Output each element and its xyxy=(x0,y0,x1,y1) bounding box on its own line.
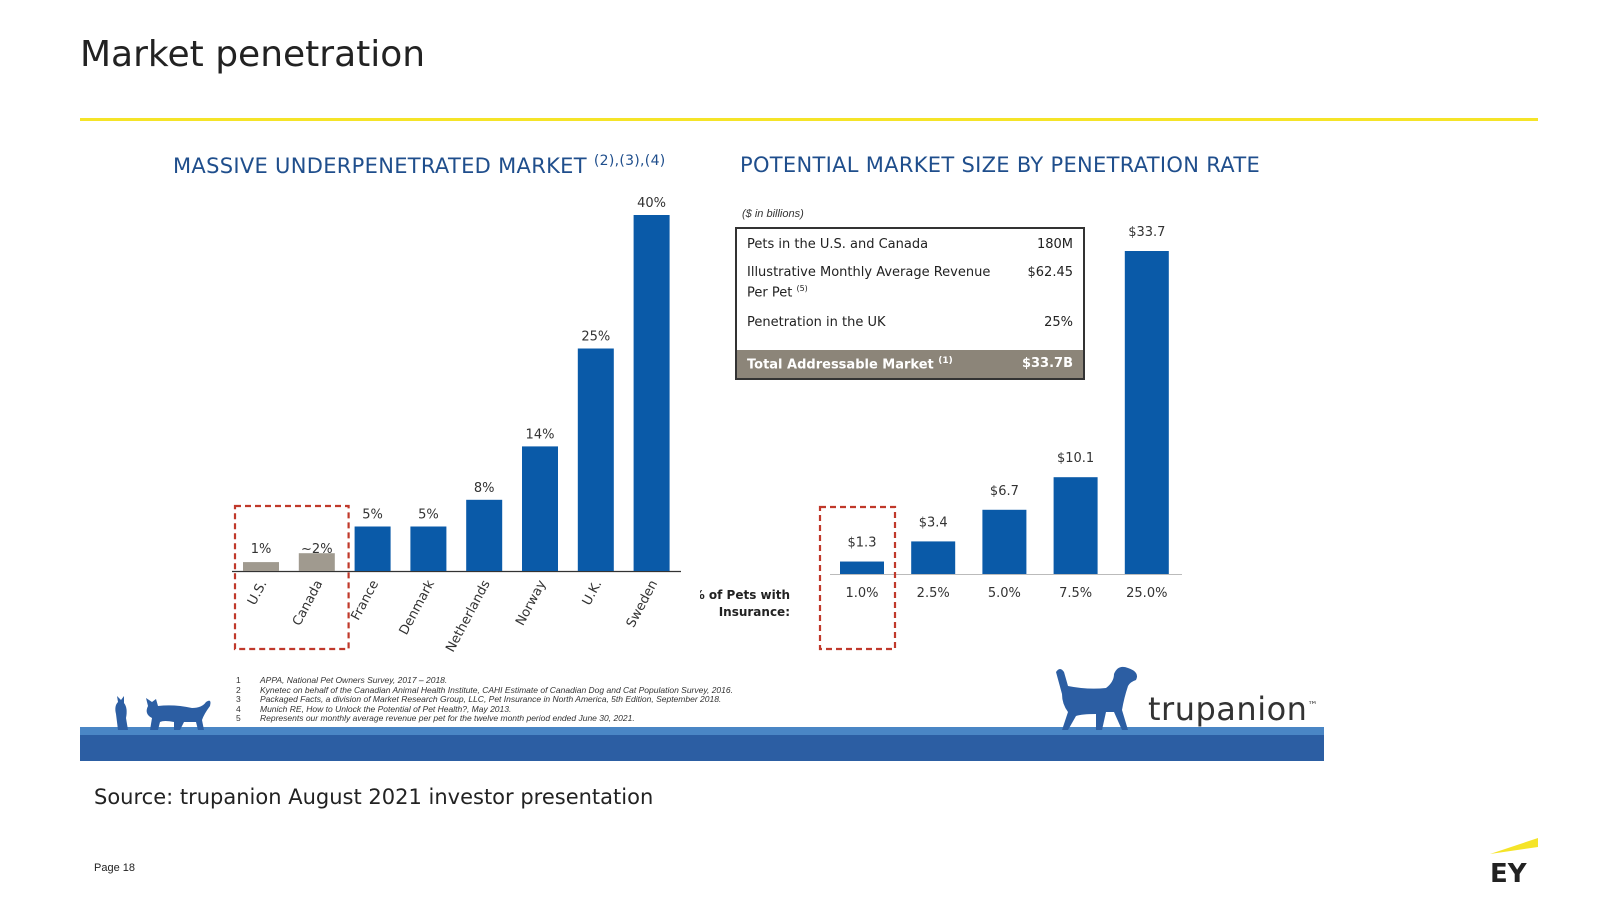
data-label: 8% xyxy=(474,481,495,496)
bar xyxy=(410,526,447,571)
footnote-text: APPA, National Pet Owners Survey, 2017 –… xyxy=(260,675,448,685)
tick-label: U.K. xyxy=(580,578,606,608)
highlight-box xyxy=(233,504,350,651)
left-chart-title: MASSIVE UNDERPENETRATED MARKET (2),(3),(… xyxy=(173,153,666,178)
data-label: $3.4 xyxy=(919,515,948,530)
tick-label: 2.5% xyxy=(917,586,950,601)
page-number: Page 18 xyxy=(94,862,135,874)
ey-logo-beam xyxy=(1490,838,1538,854)
footnote-number: 4 xyxy=(236,703,241,714)
ey-logo: EY xyxy=(1490,838,1538,884)
trupanion-logo: trupanion™ xyxy=(1148,690,1318,728)
data-label: 5% xyxy=(362,508,383,523)
data-label: 25% xyxy=(581,330,610,345)
data-label: 14% xyxy=(526,427,555,442)
data-label: $33.7 xyxy=(1128,225,1165,240)
footnotes: 1 APPA, National Pet Owners Survey, 2017 … xyxy=(236,675,733,724)
banner-stripe-light xyxy=(80,727,1324,735)
tick-label: 7.5% xyxy=(1059,586,1092,601)
data-label: 40% xyxy=(637,196,666,211)
table-row-ref: (5) xyxy=(796,284,808,293)
footnote: 1 APPA, National Pet Owners Survey, 2017 … xyxy=(236,675,733,686)
data-label: $6.7 xyxy=(990,484,1019,499)
bar xyxy=(354,526,391,571)
footnote: 4 Munich RE, How to Unlock the Potential … xyxy=(236,703,733,715)
bar xyxy=(1124,251,1169,574)
cat-silhouettes-icon xyxy=(115,696,211,730)
right-chart-title: POTENTIAL MARKET SIZE BY PENETRATION RAT… xyxy=(740,153,1261,177)
bar xyxy=(982,509,1027,574)
tick-label: U.S. xyxy=(245,578,270,608)
bar xyxy=(243,562,279,571)
left-chart-title-text: MASSIVE UNDERPENETRATED MARKET xyxy=(173,154,587,178)
data-label: $1.3 xyxy=(848,536,877,551)
highlight-box xyxy=(818,505,897,651)
footnote-text: Munich RE, How to Unlock the Potential o… xyxy=(260,703,512,714)
tick-label: 25.0% xyxy=(1126,586,1167,601)
footnote: 2 Kynetec on behalf of the Canadian Anima… xyxy=(236,684,733,696)
market-size-table: Pets in the U.S. and Canada 180M Illustr… xyxy=(735,227,1085,380)
footnote-number: 5 xyxy=(236,713,241,724)
footnote-text: Packaged Facts, a division of Market Res… xyxy=(260,694,722,705)
title-rule xyxy=(80,118,1538,121)
dog-silhouette-icon xyxy=(1056,666,1137,730)
table-total-row: Total Addressable Market (1) $33.7B xyxy=(737,350,1083,378)
footnote-text: Kynetec on behalf of the Canadian Animal… xyxy=(260,684,733,695)
tick-label: 5.0% xyxy=(988,586,1021,601)
table-total-label: Total Addressable Market (1) xyxy=(747,356,953,372)
brand-text: trupanion xyxy=(1148,690,1308,728)
tick-label: Norway xyxy=(513,578,550,629)
footnote: 5 Represents our monthly average revenue … xyxy=(236,714,733,724)
bar xyxy=(911,541,956,574)
data-label: 1% xyxy=(251,542,272,557)
table-row-value: $62.45 xyxy=(1027,265,1074,280)
table-row-label-text: Illustrative Monthly Average Revenue Per… xyxy=(747,265,991,301)
bar xyxy=(522,446,558,571)
tick-label: Sweden xyxy=(624,578,661,630)
bar xyxy=(298,553,335,571)
tick-label: Canada xyxy=(290,578,326,629)
data-label: ~2% xyxy=(301,542,333,557)
footnote-number: 3 xyxy=(236,694,241,705)
tick-label: Denmark xyxy=(397,577,439,637)
footnote-number: 2 xyxy=(236,684,241,695)
footnote: 3 Packaged Facts, a division of Market Re… xyxy=(236,694,733,705)
bar xyxy=(1053,477,1098,574)
table-row-label: Penetration in the UK xyxy=(747,315,886,330)
table-total-value: $33.7B xyxy=(1021,356,1073,371)
tick-label: France xyxy=(349,578,383,623)
bar xyxy=(840,561,884,574)
x-axis-label-line2: Insurance: xyxy=(719,605,790,619)
table-row-value: 180M xyxy=(1036,237,1073,252)
left-chart-title-refs: (2),(3),(4) xyxy=(593,153,666,169)
x-axis-label: % of Pets with Insurance: xyxy=(700,588,790,619)
brand-trademark: ™ xyxy=(1307,700,1318,712)
bar xyxy=(466,499,503,571)
tick-label: Netherlands xyxy=(443,578,494,655)
banner-stripe-dark xyxy=(80,735,1324,761)
bar xyxy=(577,348,614,571)
bar xyxy=(633,215,670,571)
page-title: Market penetration xyxy=(80,34,426,75)
units-note: ($ in billions) xyxy=(742,208,804,220)
footnote-number: 1 xyxy=(236,675,241,685)
table-total-label-text: Total Addressable Market xyxy=(747,357,934,373)
data-label: 5% xyxy=(418,508,439,523)
x-axis-label-line1: % of Pets with xyxy=(700,588,790,602)
data-label: $10.1 xyxy=(1057,451,1094,466)
tick-label: 1.0% xyxy=(845,586,878,601)
table-total-ref: (1) xyxy=(938,356,953,366)
ey-logo-text: EY xyxy=(1490,859,1528,884)
table-row-value: 25% xyxy=(1044,315,1073,330)
footnote-text: Represents our monthly average revenue p… xyxy=(260,713,635,724)
table-row-label: Pets in the U.S. and Canada xyxy=(747,237,929,252)
source-caption: Source: trupanion August 2021 investor p… xyxy=(94,785,654,809)
table-row-label: Illustrative Monthly Average Revenue Per… xyxy=(747,265,1007,301)
